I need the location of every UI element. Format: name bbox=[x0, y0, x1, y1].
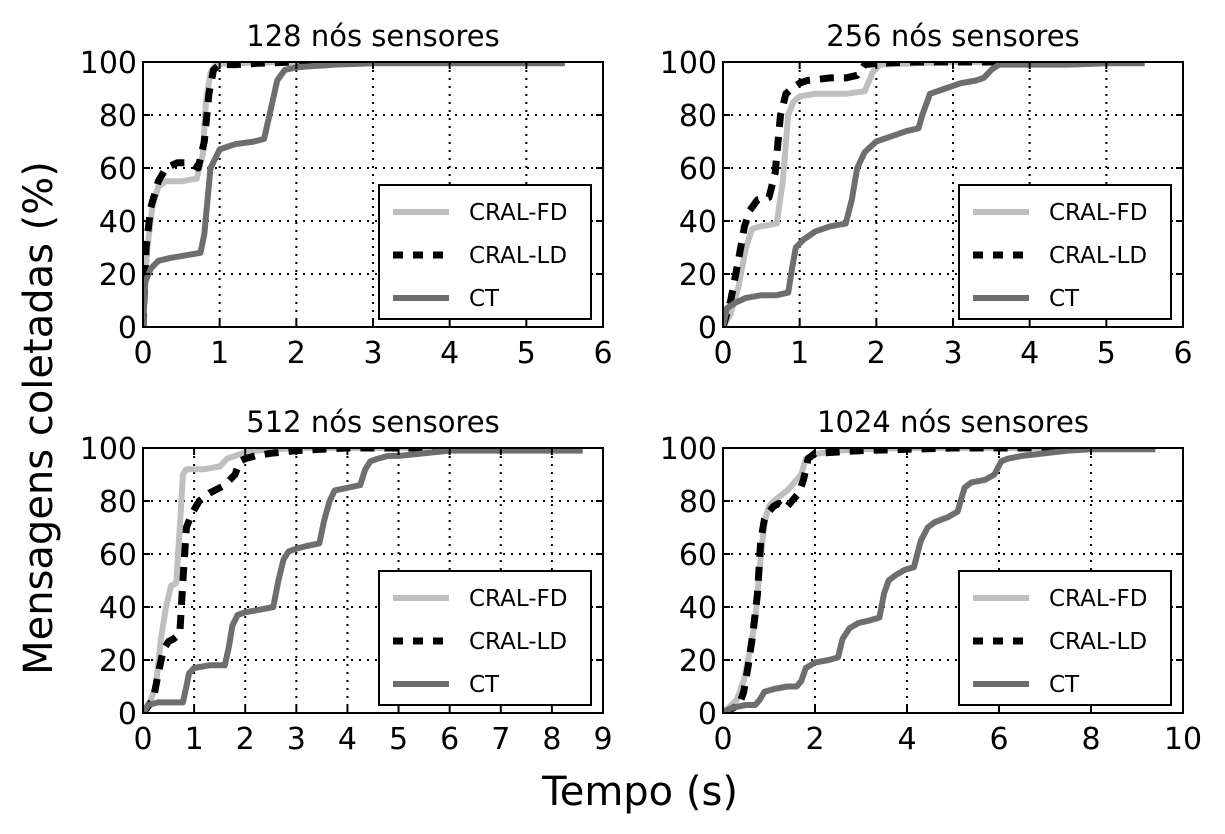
x-tick-label: 3 bbox=[943, 336, 962, 371]
legend-label-ct: CT bbox=[1049, 286, 1080, 312]
y-tick-label: 20 bbox=[99, 258, 137, 293]
x-tick-label: 9 bbox=[593, 722, 612, 757]
panel-title: 128 nós sensores bbox=[246, 19, 499, 53]
series-line-ct bbox=[723, 62, 1145, 327]
y-tick-label: 80 bbox=[99, 99, 137, 134]
x-tick-label: 6 bbox=[440, 722, 459, 757]
series-line-cral-ld bbox=[723, 448, 1156, 713]
x-tick-label: 5 bbox=[1097, 336, 1116, 371]
x-tick-label: 4 bbox=[897, 722, 916, 757]
x-tick-label: 8 bbox=[1081, 722, 1100, 757]
legend-label-ct: CT bbox=[1049, 672, 1080, 698]
x-tick-label: 3 bbox=[363, 336, 382, 371]
y-tick-label: 100 bbox=[660, 432, 717, 467]
y-tick-label: 40 bbox=[99, 591, 137, 626]
x-tick-label: 1 bbox=[185, 722, 204, 757]
plot-frame bbox=[142, 447, 604, 714]
x-tick-label: 0 bbox=[133, 722, 152, 757]
legend: CRAL-FD CRAL-LD CT bbox=[378, 184, 592, 320]
x-tick-label: 7 bbox=[491, 722, 510, 757]
legend: CRAL-FD CRAL-LD CT bbox=[378, 570, 592, 706]
legend-label-cral-fd: CRAL-FD bbox=[1049, 586, 1148, 612]
legend: CRAL-FD CRAL-LD CT bbox=[958, 570, 1172, 706]
y-tick-label: 0 bbox=[118, 311, 137, 346]
y-axis-label: Mensagens coletadas (%) bbox=[16, 161, 62, 675]
series-line-ct bbox=[143, 448, 583, 713]
x-tick-label: 0 bbox=[713, 722, 732, 757]
y-tick-label: 20 bbox=[99, 644, 137, 679]
y-tick-label: 40 bbox=[679, 205, 717, 240]
panel-title: 512 nós sensores bbox=[246, 405, 499, 439]
y-tick-label: 60 bbox=[99, 152, 137, 187]
x-tick-label: 5 bbox=[517, 336, 536, 371]
legend-label-cral-fd: CRAL-FD bbox=[1049, 200, 1148, 226]
y-tick-label: 80 bbox=[99, 485, 137, 520]
y-tick-label: 20 bbox=[679, 258, 717, 293]
legend-label-cral-ld: CRAL-LD bbox=[1049, 243, 1147, 269]
plot-frame bbox=[722, 447, 1184, 714]
series-line-cral-fd bbox=[143, 62, 565, 327]
x-tick-label: 3 bbox=[287, 722, 306, 757]
legend-label-ct: CT bbox=[469, 286, 500, 312]
y-tick-label: 80 bbox=[679, 485, 717, 520]
x-tick-label: 0 bbox=[133, 336, 152, 371]
x-tick-label: 6 bbox=[593, 336, 612, 371]
x-tick-label: 6 bbox=[1173, 336, 1192, 371]
x-tick-label: 4 bbox=[338, 722, 357, 757]
legend-label-cral-fd: CRAL-FD bbox=[469, 586, 568, 612]
legend: CRAL-FD CRAL-LD CT bbox=[958, 184, 1172, 320]
y-tick-label: 100 bbox=[80, 432, 137, 467]
series-line-ct bbox=[143, 62, 565, 327]
x-tick-label: 1 bbox=[210, 336, 229, 371]
x-tick-label: 2 bbox=[236, 722, 255, 757]
x-tick-label: 2 bbox=[805, 722, 824, 757]
x-tick-label: 2 bbox=[867, 336, 886, 371]
legend-label-cral-ld: CRAL-LD bbox=[1049, 629, 1147, 655]
y-tick-label: 100 bbox=[660, 46, 717, 81]
y-tick-label: 20 bbox=[679, 644, 717, 679]
x-tick-label: 5 bbox=[389, 722, 408, 757]
x-tick-label: 1 bbox=[790, 336, 809, 371]
y-tick-label: 80 bbox=[679, 99, 717, 134]
panel-title: 256 nós sensores bbox=[826, 19, 1079, 53]
x-tick-label: 4 bbox=[440, 336, 459, 371]
legend-label-cral-fd: CRAL-FD bbox=[469, 200, 568, 226]
series-line-cral-fd bbox=[143, 448, 583, 713]
y-tick-label: 0 bbox=[698, 311, 717, 346]
y-tick-label: 40 bbox=[679, 591, 717, 626]
y-tick-label: 0 bbox=[698, 697, 717, 732]
y-tick-label: 40 bbox=[99, 205, 137, 240]
series-line-cral-ld bbox=[143, 448, 583, 713]
series-line-ct bbox=[723, 448, 1156, 713]
x-tick-label: 4 bbox=[1020, 336, 1039, 371]
x-tick-label: 0 bbox=[713, 336, 732, 371]
x-tick-label: 6 bbox=[989, 722, 1008, 757]
legend-label-ct: CT bbox=[469, 672, 500, 698]
y-tick-label: 60 bbox=[99, 538, 137, 573]
y-tick-label: 0 bbox=[118, 697, 137, 732]
y-tick-label: 100 bbox=[80, 46, 137, 81]
series-line-cral-ld bbox=[143, 62, 565, 327]
legend-label-cral-ld: CRAL-LD bbox=[469, 243, 567, 269]
legend-label-cral-ld: CRAL-LD bbox=[469, 629, 567, 655]
x-tick-label: 8 bbox=[542, 722, 561, 757]
y-tick-label: 60 bbox=[679, 152, 717, 187]
y-tick-label: 60 bbox=[679, 538, 717, 573]
x-tick-label: 10 bbox=[1164, 722, 1202, 757]
panel-title: 1024 nós sensores bbox=[817, 405, 1089, 439]
x-tick-label: 2 bbox=[287, 336, 306, 371]
x-axis-label: Tempo (s) bbox=[541, 769, 738, 815]
